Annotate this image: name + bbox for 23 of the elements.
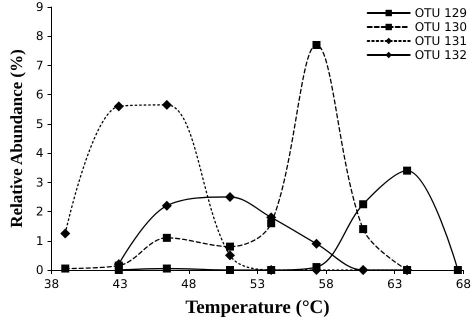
legend-label: OTU 131 [414,34,468,48]
y-tick-label: 9 [36,0,44,14]
x-tick-label: 58 [318,277,334,291]
x-tick-label: 43 [112,277,128,291]
y-tick-label: 5 [36,116,44,131]
x-tick-label: 38 [44,277,60,291]
legend-label: OTU 132 [414,48,468,62]
x-tick-label: 48 [181,277,196,291]
x-axis-title: Temperature (°C) [185,297,330,318]
y-tick-label: 8 [36,29,44,44]
y-axis-title: Relative Abundance (%) [7,49,26,228]
x-tick-label: 53 [250,277,266,291]
y-tick-label: 4 [36,146,44,160]
y-tick-label: 0 [36,263,44,277]
x-tick-label: 68 [456,277,472,291]
legend-label: OTU 130 [414,20,468,34]
legend-label: OTU 129 [414,6,468,20]
y-tick-label: 6 [36,88,44,102]
y-tick-label: 2 [36,204,44,219]
x-tick-label: 63 [387,277,402,291]
y-tick-label: 7 [36,58,44,72]
y-tick-label: 1 [36,234,44,248]
y-tick-label: 3 [36,175,44,190]
